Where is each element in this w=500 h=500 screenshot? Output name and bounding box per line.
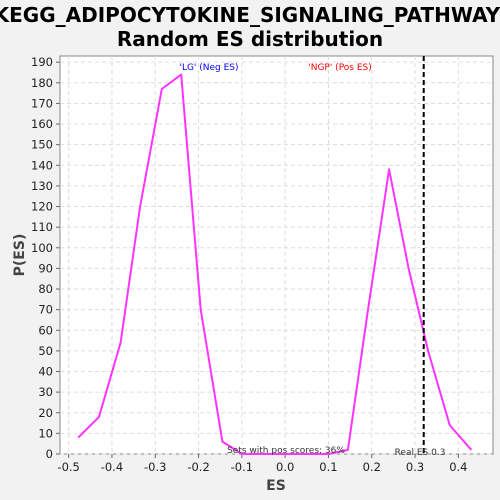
y-tick-label: 60 bbox=[38, 323, 53, 337]
y-tick-label: 120 bbox=[31, 200, 53, 214]
x-tick-label: -0.1 bbox=[231, 460, 253, 474]
y-tick-label: 50 bbox=[38, 344, 53, 358]
x-axis-ticks: -0.5 -0.4 -0.3 -0.2 -0.1 0.0 0.1 0.2 0.3 0.4 bbox=[57, 454, 468, 474]
es-distribution-line bbox=[77, 73, 473, 455]
x-tick-label: 0.0 bbox=[276, 460, 294, 474]
x-tick-label: -0.2 bbox=[187, 460, 209, 474]
chart-title-line2: Random ES distribution bbox=[117, 27, 383, 51]
plot-area bbox=[59, 55, 494, 455]
y-tick-label: 110 bbox=[31, 220, 53, 234]
real-es-label: Real ES 0.3 bbox=[395, 448, 446, 458]
annotations: 'LG' (Neg ES) 'NGP' (Pos ES) Sets with pos… bbox=[179, 63, 445, 458]
y-tick-label: 30 bbox=[38, 385, 53, 399]
y-tick-label: 100 bbox=[31, 241, 53, 255]
y-tick-label: 40 bbox=[38, 365, 53, 379]
y-tick-label: 180 bbox=[31, 76, 53, 90]
pos-es-label: 'NGP' (Pos ES) bbox=[308, 63, 372, 73]
y-tick-label: 170 bbox=[31, 96, 53, 110]
neg-es-label: 'LG' (Neg ES) bbox=[179, 63, 238, 73]
y-tick-label: 0 bbox=[46, 447, 53, 461]
y-tick-label: 160 bbox=[31, 117, 53, 131]
pos-scores-label: Sets with pos scores: 36% bbox=[227, 446, 345, 456]
chart-title-line1: KEGG_ADIPOCYTOKINE_SIGNALING_PATHWAY: bbox=[0, 3, 500, 27]
series-layer bbox=[77, 56, 473, 455]
y-tick-label: 10 bbox=[38, 426, 53, 440]
y-tick-label: 90 bbox=[38, 261, 53, 275]
x-tick-label: 0.4 bbox=[449, 460, 467, 474]
x-tick-label: -0.3 bbox=[144, 460, 166, 474]
grid bbox=[60, 56, 493, 455]
x-tick-label: -0.4 bbox=[101, 460, 123, 474]
x-tick-label: 0.2 bbox=[363, 460, 381, 474]
y-tick-label: 140 bbox=[31, 158, 53, 172]
y-tick-label: 130 bbox=[31, 179, 53, 193]
x-axis-label: ES bbox=[266, 478, 286, 494]
y-tick-label: 70 bbox=[38, 303, 53, 317]
y-tick-label: 190 bbox=[31, 55, 53, 69]
x-tick-label: 0.3 bbox=[406, 460, 424, 474]
y-tick-label: 80 bbox=[38, 282, 53, 296]
y-tick-label: 150 bbox=[31, 138, 53, 152]
x-tick-label: -0.5 bbox=[57, 460, 79, 474]
x-tick-label: 0.1 bbox=[319, 460, 337, 474]
y-tick-label: 20 bbox=[38, 406, 53, 420]
y-axis-label: P(ES) bbox=[12, 234, 28, 277]
y-axis-ticks: 0 10 20 30 40 50 60 70 80 90 100 110 120 130 140 150 160… bbox=[31, 55, 60, 461]
